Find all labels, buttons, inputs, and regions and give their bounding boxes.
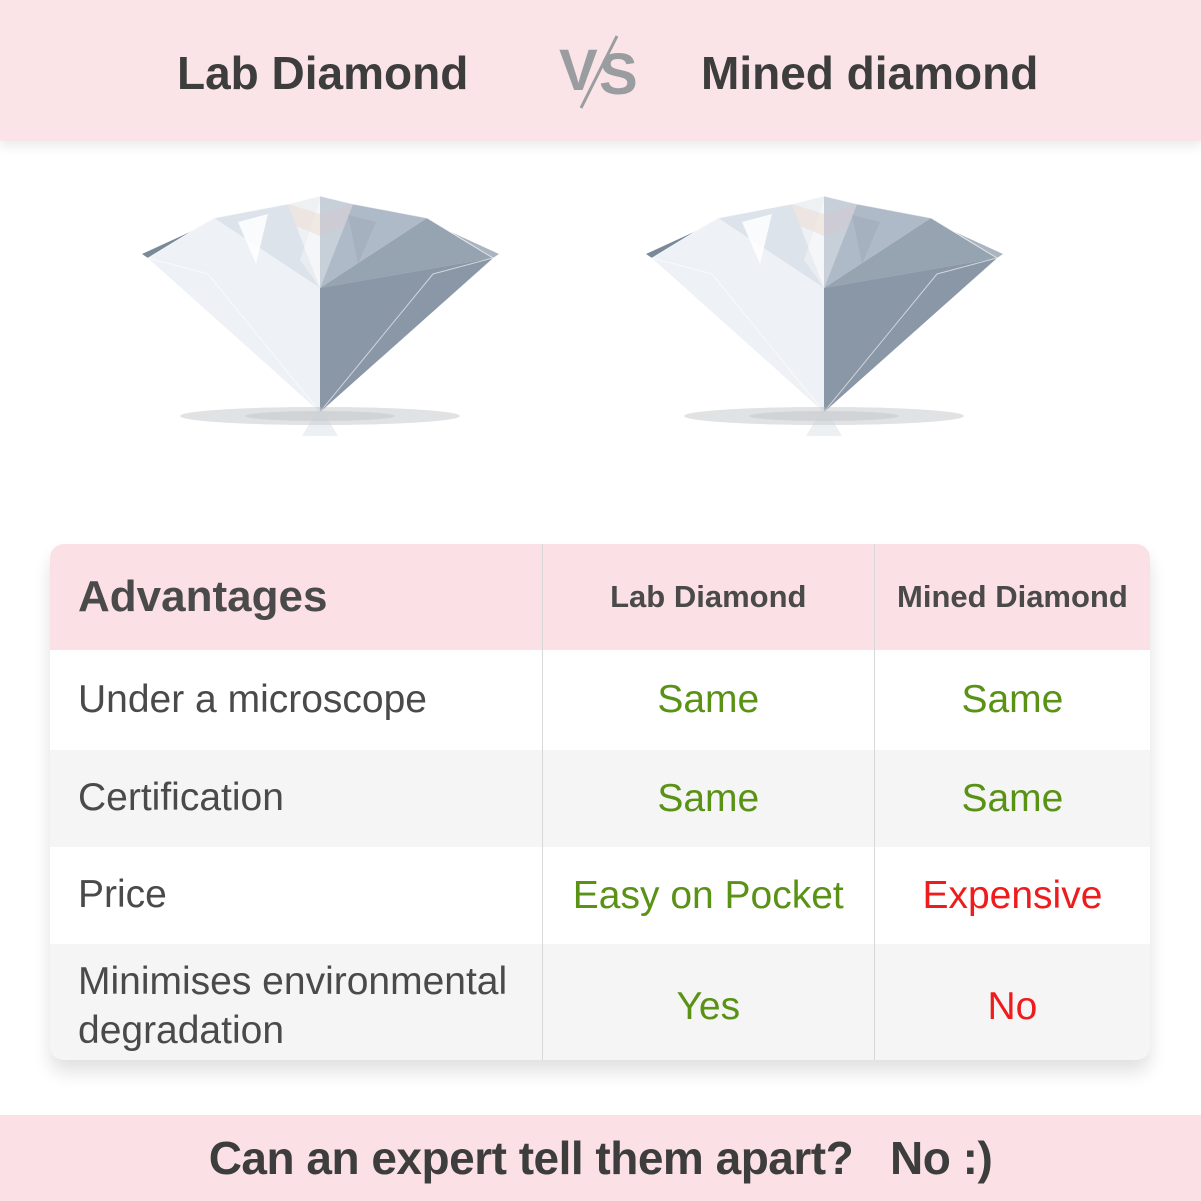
svg-text:V: V [559, 38, 598, 103]
svg-text:S: S [599, 42, 638, 107]
